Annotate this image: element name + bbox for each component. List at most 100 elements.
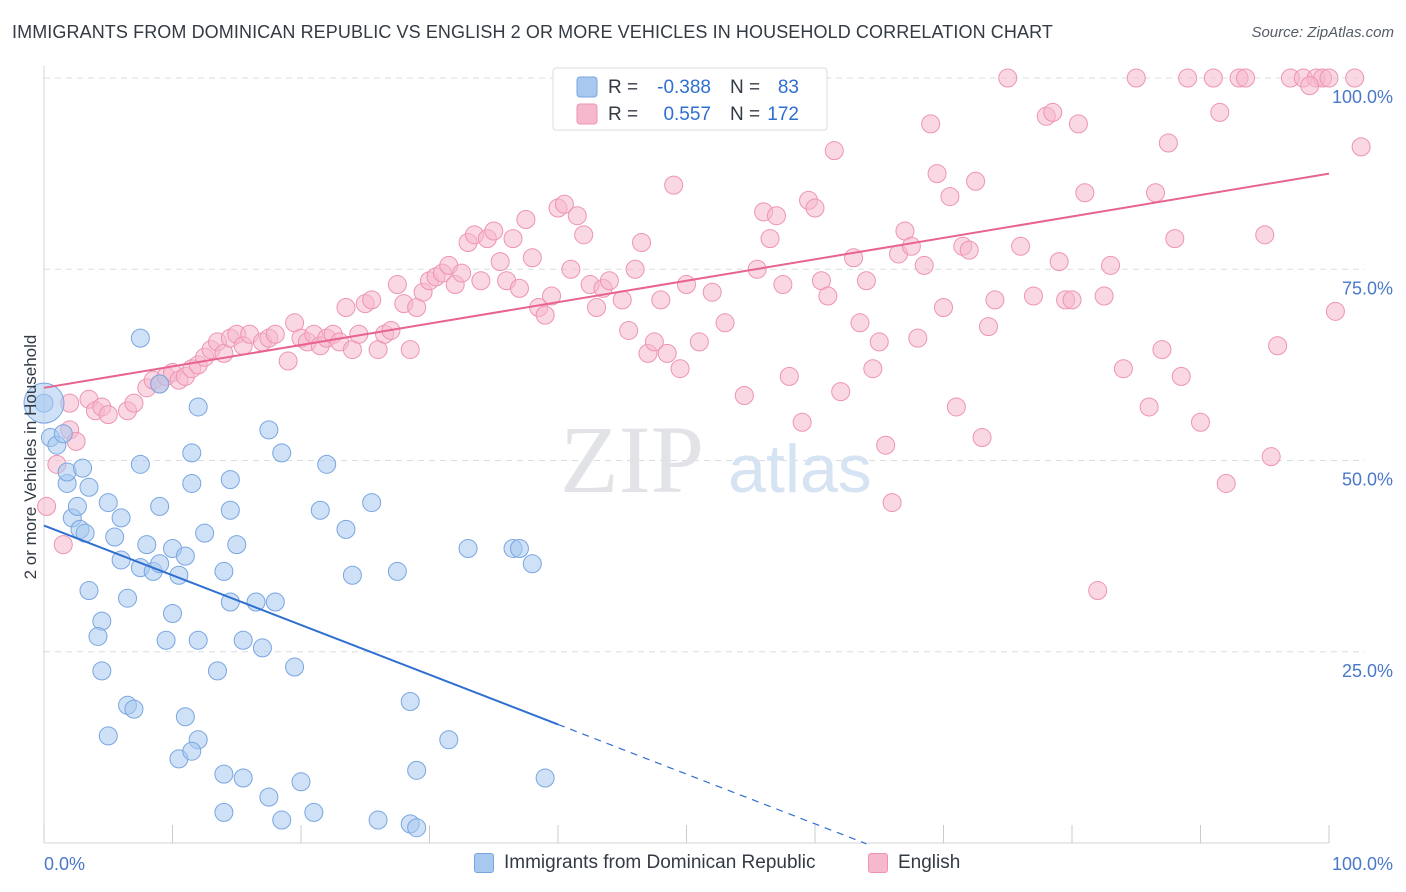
dominican-point-27 xyxy=(175,546,195,566)
english-point-149 xyxy=(1139,397,1159,417)
legend-label-dominican: Immigrants from Dominican Republic xyxy=(504,852,816,873)
dominican-point-74 xyxy=(368,810,388,830)
english-point-51 xyxy=(400,340,420,360)
english-point-102 xyxy=(773,275,793,295)
english-point-143 xyxy=(1075,183,1095,203)
english-point-32 xyxy=(278,351,298,371)
english-point-100 xyxy=(760,229,780,249)
legend-r-value-1: -0.388 xyxy=(657,77,711,98)
x-tick-labels: 0.0% 100.0% xyxy=(44,854,1393,874)
dominican-point-76 xyxy=(439,730,459,750)
english-point-170 xyxy=(1300,76,1320,96)
dominican-point-18 xyxy=(111,550,131,570)
dominican-point-71 xyxy=(387,561,407,581)
english-point-113 xyxy=(856,271,876,291)
dominican-point-16 xyxy=(137,535,157,555)
legend-swatch-dominican xyxy=(474,853,494,873)
dominican-point-44 xyxy=(92,661,112,681)
source-credit: Source: ZipAtlas.com xyxy=(1251,24,1394,41)
english-point-86 xyxy=(632,232,652,252)
english-point-121 xyxy=(908,328,928,348)
english-point-130 xyxy=(966,171,986,191)
y-tick-label-3: 100.0% xyxy=(1332,87,1393,107)
dominican-point-63 xyxy=(317,454,337,474)
dominican-point-46 xyxy=(124,699,144,719)
dominican-point-53 xyxy=(233,768,253,788)
legend-swatch-english xyxy=(868,853,888,873)
x-tick-label-0: 0.0% xyxy=(44,854,85,874)
axes xyxy=(43,66,1330,844)
dominican-point-65 xyxy=(259,420,279,440)
y-tick-label-2: 75.0% xyxy=(1342,278,1393,298)
dominican-point-32 xyxy=(214,561,234,581)
english-point-171 xyxy=(1325,301,1345,321)
english-point-133 xyxy=(985,290,1005,310)
dominican-point-64 xyxy=(272,443,292,463)
english-point-73 xyxy=(542,286,562,306)
series-english-points xyxy=(37,68,1371,601)
english-point-68 xyxy=(509,278,529,298)
english-point-103 xyxy=(779,366,799,386)
english-point-76 xyxy=(561,259,581,279)
english-point-104 xyxy=(792,412,812,432)
dominican-point-66 xyxy=(182,443,202,463)
watermark-zip: ZIP xyxy=(560,406,704,513)
english-point-152 xyxy=(1158,133,1178,153)
dominican-point-56 xyxy=(272,810,292,830)
english-point-154 xyxy=(1171,366,1191,386)
english-point-138 xyxy=(1043,102,1063,122)
y-tick-label-1: 50.0% xyxy=(1342,470,1393,490)
english-point-41 xyxy=(336,298,356,317)
dominican-point-22 xyxy=(118,588,138,608)
english-point-139 xyxy=(1049,252,1069,272)
trend-lines xyxy=(43,172,1330,845)
dominican-point-19 xyxy=(79,581,99,601)
legend-n-value-1: 83 xyxy=(778,77,799,98)
english-point-161 xyxy=(1235,68,1255,88)
dominican-point-6 xyxy=(73,458,93,478)
english-point-0 xyxy=(37,496,57,516)
dominican-point-72 xyxy=(400,691,420,711)
english-point-115 xyxy=(869,332,889,352)
legend-n-value-2: 172 xyxy=(767,104,799,125)
english-point-173 xyxy=(1351,137,1371,157)
legend-item-dominican[interactable]: Immigrants from Dominican Republic xyxy=(474,852,816,874)
english-point-122 xyxy=(914,255,934,275)
english-point-97 xyxy=(734,385,754,405)
english-point-125 xyxy=(934,298,953,317)
english-point-89 xyxy=(651,290,671,310)
gridlines xyxy=(44,77,1365,653)
watermark-atlas: atlas xyxy=(728,431,872,507)
english-point-94 xyxy=(689,332,709,352)
legend-item-english[interactable]: English xyxy=(868,852,960,874)
english-point-64 xyxy=(484,221,504,241)
english-point-9 xyxy=(98,405,118,425)
legend-n-label-2: N = xyxy=(730,104,760,125)
english-point-116 xyxy=(876,435,896,455)
english-point-153 xyxy=(1165,229,1185,249)
english-point-62 xyxy=(471,271,491,291)
english-point-83 xyxy=(612,290,632,310)
dominican-point-14 xyxy=(111,508,131,528)
dominican-point-9 xyxy=(67,496,87,516)
english-point-145 xyxy=(1094,286,1114,306)
english-point-158 xyxy=(1210,102,1230,122)
legend-label-english: English xyxy=(898,852,961,873)
english-point-109 xyxy=(824,141,844,161)
legend-r-label-1: R = xyxy=(608,77,638,98)
dominican-point-7 xyxy=(79,477,99,497)
dominican-point-51 xyxy=(182,741,202,761)
english-point-108 xyxy=(818,286,838,306)
legend-swatch-blue xyxy=(576,76,598,98)
dominican-point-3 xyxy=(53,424,73,444)
english-point-77 xyxy=(567,206,587,226)
english-point-159 xyxy=(1216,473,1236,493)
english-point-45 xyxy=(362,290,382,310)
legend-box xyxy=(552,67,828,131)
english-point-156 xyxy=(1191,412,1210,432)
dominican-point-12 xyxy=(98,493,118,513)
english-point-90 xyxy=(657,343,677,363)
x-tick-label-1: 100.0% xyxy=(1332,854,1393,874)
english-point-135 xyxy=(1011,236,1031,256)
dominican-point-78 xyxy=(458,538,478,558)
